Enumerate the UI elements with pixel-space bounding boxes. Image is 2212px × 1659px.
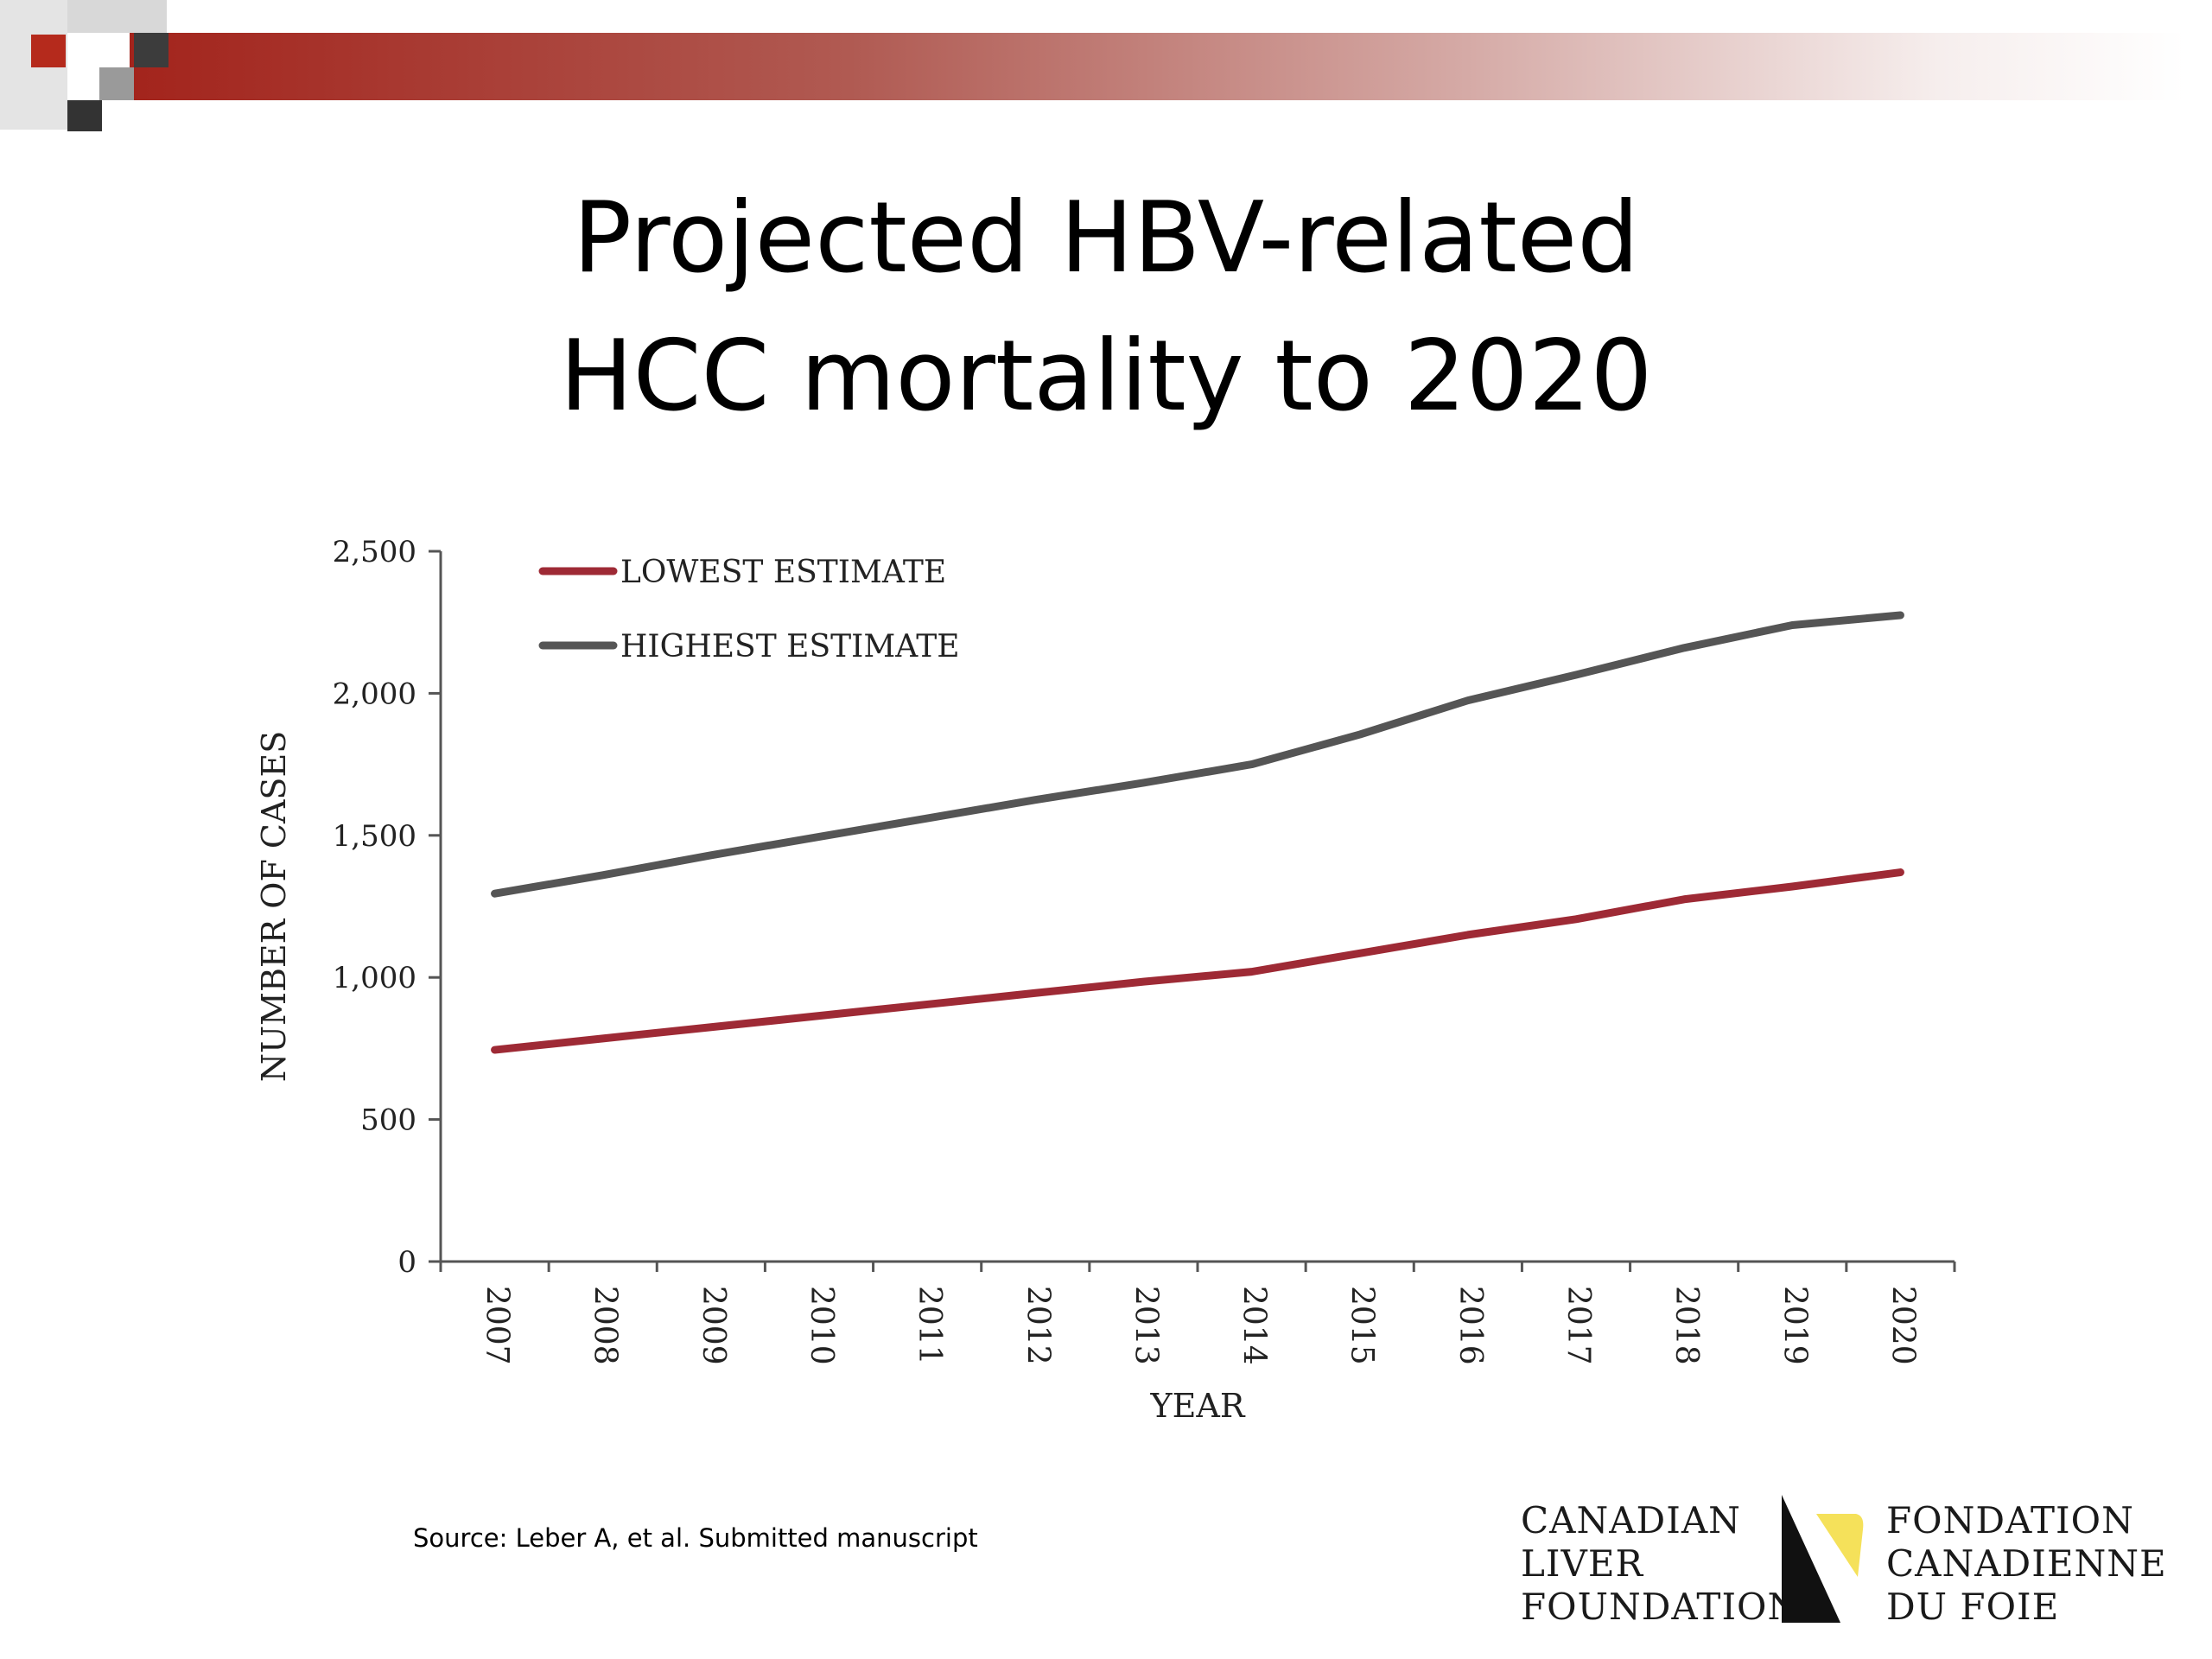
- slide-title: Projected HBV-related HCC mortality to 2…: [0, 168, 2212, 445]
- y-tick-label-1500: 1,500: [333, 819, 416, 854]
- series-1-point-2007: [494, 893, 496, 894]
- y-tick-label-1000: 1,000: [333, 961, 416, 995]
- logo-en-line-1: CANADIAN: [1521, 1499, 1741, 1541]
- series-0-point-2011: [926, 1003, 928, 1005]
- series-1-point-2012: [1034, 799, 1036, 801]
- legend-label-0: LOWEST ESTIMATE: [620, 555, 946, 590]
- series-line-0: [491, 868, 1904, 1054]
- x-tick-label-2007: 2007: [480, 1286, 515, 1365]
- y-axis-title: NUMBER OF CASES: [255, 731, 293, 1082]
- series-1-point-2010: [818, 836, 820, 837]
- x-tick-label-2020: 2020: [1885, 1286, 1920, 1365]
- logo-mark-yellow-shape: [1816, 1514, 1864, 1577]
- slide-title-line-2: HCC mortality to 2020: [559, 319, 1653, 433]
- x-tick-label-2015: 2015: [1344, 1286, 1380, 1365]
- x-tick-label-2010: 2010: [804, 1286, 839, 1365]
- y-tick-label-2000: 2,000: [333, 677, 416, 711]
- header-square-gray-1: [99, 67, 134, 100]
- x-tick-label-2011: 2011: [912, 1286, 947, 1365]
- liver-foundation-logo-icon: [1782, 1495, 1864, 1623]
- series-0-point-2015: [1359, 952, 1361, 954]
- source-note: Source: Leber A, et al. Submitted manusc…: [413, 1523, 978, 1553]
- x-tick-label-2018: 2018: [1669, 1286, 1704, 1365]
- series-1-point-2019: [1791, 624, 1793, 626]
- x-tick-label-2008: 2008: [588, 1286, 623, 1365]
- legend-label-1: HIGHEST ESTIMATE: [620, 629, 960, 664]
- logo-mark-dark-shape: [1782, 1495, 1840, 1623]
- series-0-point-2019: [1791, 886, 1793, 887]
- y-tick-label-0: 0: [397, 1245, 416, 1280]
- header-gradient-bar: [130, 33, 2186, 100]
- y-tick-label-500: 500: [360, 1103, 416, 1138]
- series-1-point-2015: [1359, 734, 1361, 735]
- logo-text-french: FONDATION CANADIENNE DU FOIE: [1886, 1499, 2167, 1629]
- logo-fr-line-2: CANADIENNE: [1886, 1542, 2167, 1585]
- series-1-point-2018: [1683, 647, 1685, 649]
- header-square-dark-2: [67, 100, 102, 131]
- x-tick-label-2016: 2016: [1452, 1286, 1488, 1365]
- slide-title-line-1: Projected HBV-related: [573, 181, 1639, 295]
- logo-fr-line-3: DU FOIE: [1886, 1586, 2060, 1628]
- x-axis-title: YEAR: [1150, 1387, 1246, 1425]
- series-0-point-2014: [1251, 971, 1253, 973]
- x-tick-label-2013: 2013: [1128, 1286, 1163, 1365]
- logo-text-english: CANADIAN LIVER FOUNDATION: [1521, 1499, 1800, 1629]
- logo-en-line-3: FOUNDATION: [1521, 1586, 1801, 1628]
- series-1-point-2017: [1575, 674, 1577, 676]
- x-tick-label-2012: 2012: [1020, 1286, 1055, 1365]
- series-0-point-2008: [602, 1038, 604, 1039]
- series-0-point-2020: [1899, 872, 1901, 874]
- x-tick-label-2014: 2014: [1236, 1286, 1272, 1365]
- series-0-point-2012: [1034, 992, 1036, 994]
- series-1-point-2013: [1142, 782, 1144, 784]
- header-square-light-2: [67, 0, 167, 33]
- x-tick-label-2017: 2017: [1560, 1286, 1596, 1365]
- series-1-point-2016: [1467, 700, 1469, 702]
- series-1-point-2020: [1899, 614, 1901, 616]
- series-0-point-2016: [1467, 934, 1469, 936]
- x-tick-label-2009: 2009: [696, 1286, 731, 1365]
- series-line-1: [491, 611, 1904, 898]
- series-1-point-2008: [602, 874, 604, 876]
- series-0-point-2010: [818, 1015, 820, 1017]
- series-1-point-2014: [1251, 764, 1253, 766]
- x-tick-label-2019: 2019: [1777, 1286, 1812, 1365]
- series-0-point-2007: [494, 1049, 496, 1051]
- logo-fr-line-1: FONDATION: [1886, 1499, 2134, 1541]
- logo-en-line-2: LIVER: [1521, 1542, 1644, 1585]
- y-tick-label-2500: 2,500: [333, 535, 416, 569]
- series-1-point-2011: [926, 817, 928, 819]
- header-square-red: [31, 35, 66, 67]
- series-0-point-2017: [1575, 918, 1577, 920]
- header-square-dark-1: [134, 33, 168, 67]
